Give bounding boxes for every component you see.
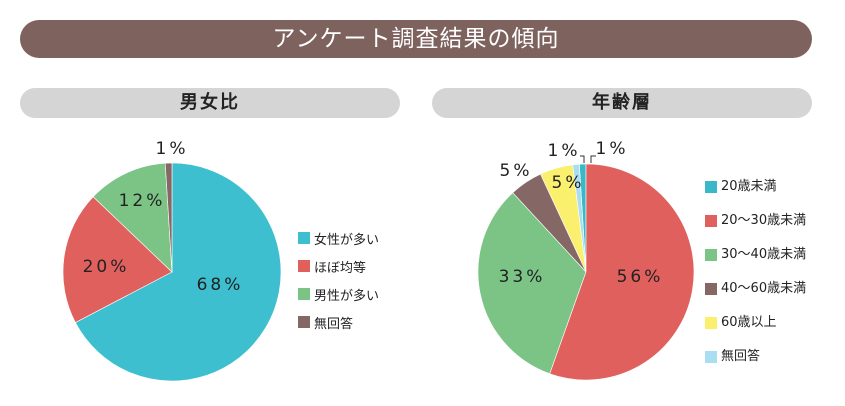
- legend-item: 30〜40歳未満: [705, 238, 806, 272]
- legend-label: 60歳以上: [721, 315, 777, 330]
- legend-swatch: [298, 260, 310, 272]
- legend-item: 20歳未満: [705, 170, 806, 204]
- pie-slice-0-3: [164, 162, 173, 273]
- legend-label: 女性が多い: [314, 232, 380, 248]
- legend-item: 20〜30歳未満: [705, 204, 806, 238]
- legend-swatch: [705, 215, 717, 227]
- chart-title-age: 年齢層: [432, 88, 812, 118]
- legend-item: 男性が多い: [298, 280, 379, 308]
- data-label-0-3: 1%: [156, 139, 189, 159]
- legend-swatch: [298, 288, 310, 300]
- legend-item: ほぼ均等: [298, 252, 379, 280]
- data-label-0-1: 20%: [83, 257, 130, 277]
- data-label-1-4: 5%: [552, 173, 585, 193]
- pie-slice-1-2: [477, 192, 587, 375]
- pie-slice-0-0: [75, 162, 282, 382]
- legend-label: 無回答: [314, 316, 354, 332]
- data-label-0-2: 12%: [119, 191, 166, 211]
- legend-item: 60歳以上: [705, 306, 806, 340]
- chart-title-gender: 男女比: [20, 88, 400, 118]
- legend-swatch: [298, 316, 310, 328]
- legend-swatch: [705, 351, 717, 363]
- legend-item: 無回答: [298, 308, 379, 336]
- legend-item: 女性が多い: [298, 224, 379, 252]
- legend-swatch: [298, 232, 310, 244]
- data-label-0-0: 68%: [197, 275, 244, 295]
- pie-slice-0-1: [62, 196, 173, 323]
- legend-gender: 女性が多いほぼ均等男性が多い無回答: [298, 224, 379, 336]
- data-label-1-5: 1%: [548, 141, 581, 161]
- legend-item: 40〜60歳未満: [705, 272, 806, 306]
- data-label-1-3: 5%: [500, 161, 533, 181]
- legend-item: 無回答: [705, 340, 806, 374]
- leader-line: [590, 155, 596, 163]
- page-title: アンケート調査結果の傾向: [20, 20, 812, 58]
- pie-slice-0-2: [92, 162, 173, 273]
- leader-line: [580, 155, 585, 163]
- legend-label: ほぼ均等: [314, 260, 367, 276]
- legend-swatch: [705, 181, 717, 193]
- legend-age: 20歳未満 20〜30歳未満 30〜40歳未満 40〜60歳未満 60歳以上無回答: [705, 170, 806, 374]
- legend-label: 20歳未満: [721, 179, 777, 194]
- pie-slice-1-1: [549, 163, 695, 381]
- legend-swatch: [705, 283, 717, 295]
- legend-swatch: [705, 249, 717, 261]
- legend-label: 30〜40歳未満: [721, 247, 807, 262]
- data-label-1-1: 56%: [617, 267, 664, 287]
- data-label-1-0: 1%: [596, 139, 629, 159]
- legend-swatch: [705, 317, 717, 329]
- legend-label: 男性が多い: [314, 288, 380, 304]
- legend-label: 20〜30歳未満: [721, 213, 807, 228]
- legend-label: 40〜60歳未満: [721, 281, 807, 296]
- data-label-1-2: 33%: [499, 267, 546, 287]
- legend-label: 無回答: [721, 349, 761, 364]
